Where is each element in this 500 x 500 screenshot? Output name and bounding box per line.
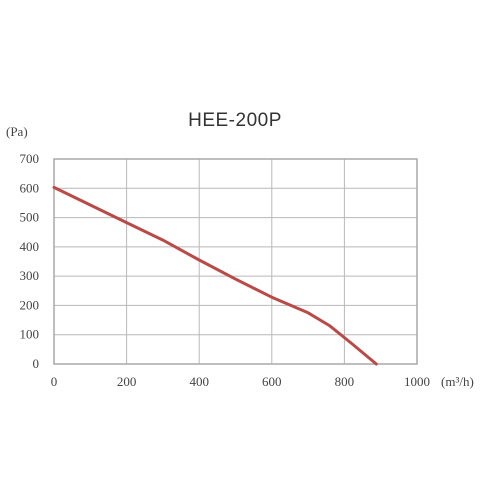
x-tick-label: 0	[51, 374, 58, 389]
y-tick-label: 700	[20, 151, 40, 166]
x-tick-label: 800	[335, 374, 355, 389]
y-tick-label: 300	[20, 268, 40, 283]
y-tick-label: 500	[20, 210, 40, 225]
y-tick-label: 100	[20, 327, 40, 342]
y-tick-label: 400	[20, 239, 40, 254]
y-tick-label: 600	[20, 180, 40, 195]
y-axis-label: (Pa)	[6, 124, 28, 139]
x-axis-label: (m³/h)	[441, 374, 474, 389]
plot-frame	[53, 158, 418, 365]
grid	[53, 158, 418, 365]
y-tick-labels: 0 100 200 300 400 500 600 700	[20, 151, 40, 371]
y-tick-label: 200	[20, 297, 40, 312]
series-line	[52, 185, 378, 366]
x-tick-labels: 0 200 400 600 800 1000	[51, 374, 430, 389]
x-tick-label: 1000	[404, 374, 430, 389]
x-tick-label: 200	[117, 374, 137, 389]
x-tick-label: 600	[262, 374, 282, 389]
y-tick-label: 0	[33, 356, 40, 371]
x-tick-label: 400	[189, 374, 209, 389]
series-layer	[52, 185, 378, 366]
chart-title: HEE-200P	[188, 110, 282, 131]
